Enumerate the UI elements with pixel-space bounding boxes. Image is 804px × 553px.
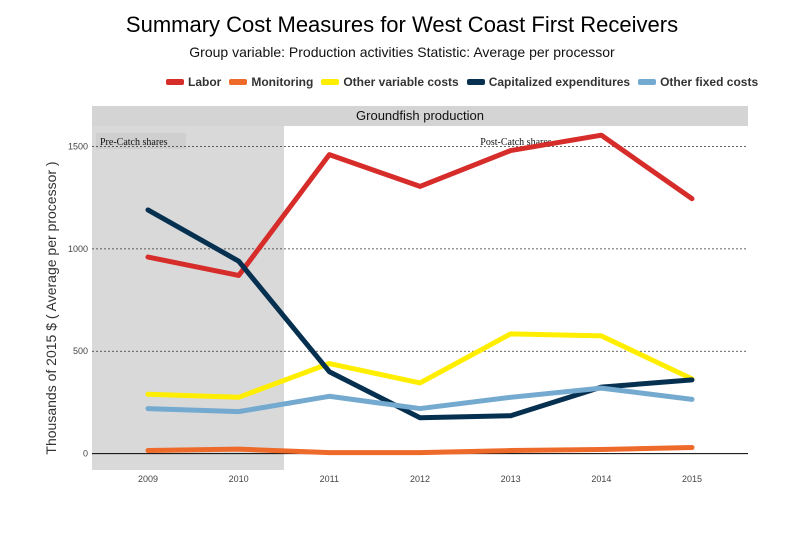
pre-period-label-bg [96, 133, 186, 149]
y-axis-label: Thousands of 2015 $ ( Average per proces… [43, 161, 59, 454]
legend-item: Other variable costs [321, 75, 459, 89]
legend: Labor Monitoring Other variable costs Capit… [166, 74, 766, 90]
legend-swatch [166, 79, 184, 85]
panel-label: Groundfish production [356, 108, 484, 123]
legend-label: Other fixed costs [660, 75, 759, 89]
legend-swatch [321, 79, 340, 85]
x-tick-label: 2011 [320, 474, 339, 484]
series-line-other-variable-costs [145, 331, 695, 400]
legend-swatch [638, 79, 657, 85]
y-tick-label: 0 [83, 449, 88, 459]
x-tick-label: 2015 [682, 474, 702, 484]
legend-item: Labor [166, 75, 221, 89]
x-tick-label: 2012 [410, 474, 430, 484]
x-tick-label: 2010 [229, 474, 249, 484]
legend-label: Capitalized expenditures [488, 75, 631, 89]
legend-label: Other variable costs [343, 75, 459, 89]
series-line-labor [145, 132, 695, 278]
post-period-label: Post-Catch shares [480, 137, 551, 148]
chart-title: Summary Cost Measures for West Coast Fir… [125, 12, 679, 37]
legend-item: Other fixed costs [638, 75, 758, 89]
x-tick-label: 2013 [501, 474, 521, 484]
legend-swatch [229, 79, 248, 85]
legend-label: Labor [188, 75, 222, 89]
panel-strip [92, 106, 748, 126]
series-line-monitoring [145, 444, 695, 456]
y-tick-label: 1500 [68, 141, 88, 151]
x-tick-label: 2014 [591, 474, 611, 484]
x-tick-label: 2009 [138, 474, 158, 484]
pre-period-label: Pre-Catch shares [100, 137, 168, 148]
legend-label: Monitoring [251, 75, 314, 89]
legend-swatch [466, 79, 485, 85]
legend-item: Monitoring [229, 75, 313, 89]
series-line-other-fixed-costs [145, 385, 695, 415]
legend-item: Capitalized expenditures [466, 75, 631, 89]
pre-period-shade [92, 126, 284, 470]
y-tick-label: 500 [73, 346, 88, 356]
chart-subtitle: Group variable: Production activities St… [189, 44, 615, 60]
y-tick-label: 1000 [68, 244, 88, 254]
